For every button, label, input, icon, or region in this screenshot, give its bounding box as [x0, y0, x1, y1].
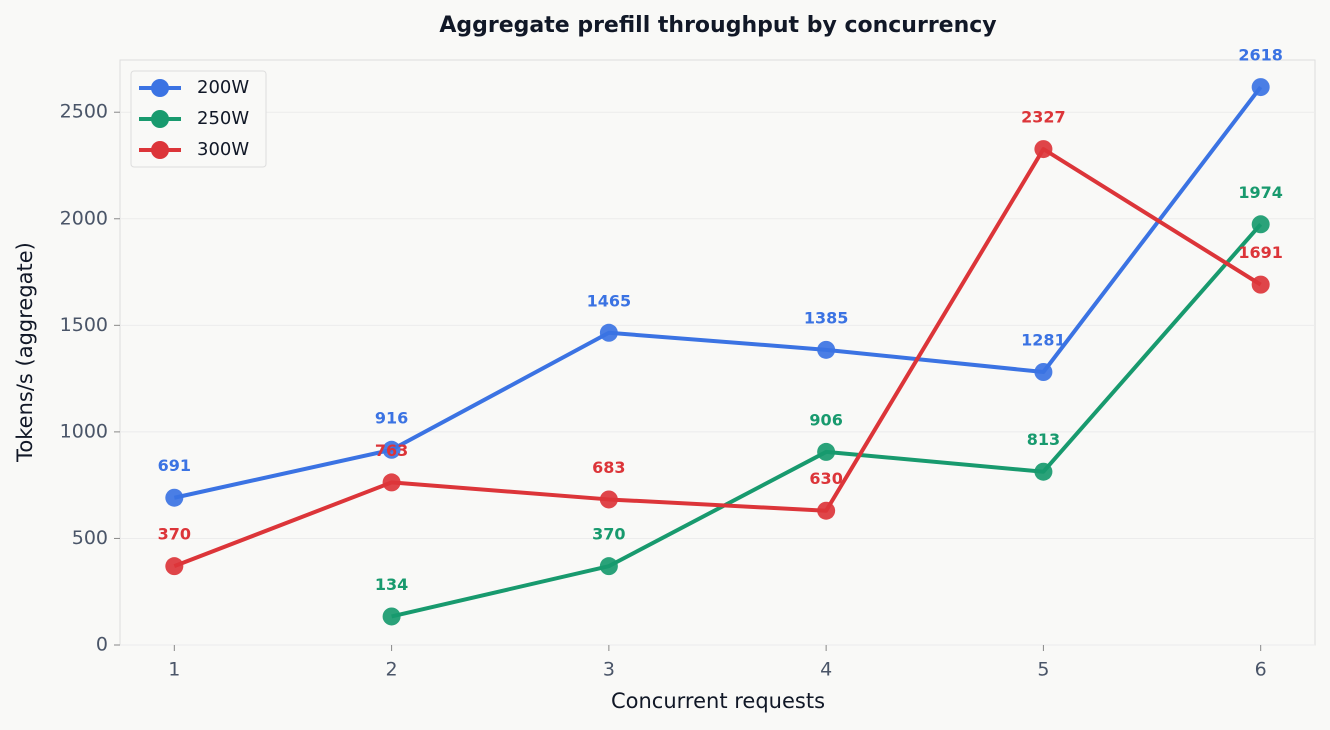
- data-point: [382, 473, 401, 492]
- data-point: [599, 557, 618, 576]
- data-point: [382, 440, 401, 459]
- data-point: [817, 501, 836, 520]
- data-label: 370: [158, 525, 191, 544]
- y-tick-label: 1000: [60, 420, 108, 442]
- data-label: 906: [809, 410, 842, 429]
- data-label: 1281: [1021, 331, 1066, 350]
- data-label: 691: [158, 456, 191, 475]
- data-point: [382, 607, 401, 626]
- legend-marker: [151, 141, 169, 159]
- x-tick-label: 3: [603, 659, 615, 681]
- x-axis-label: Concurrent requests: [611, 689, 825, 713]
- x-tick-label: 4: [820, 659, 832, 681]
- legend-label: 300W: [197, 139, 249, 160]
- x-tick-label: 6: [1255, 659, 1267, 681]
- data-label: 813: [1027, 430, 1060, 449]
- y-tick-label: 500: [72, 527, 108, 549]
- data-label: 1385: [804, 308, 849, 327]
- data-point: [599, 323, 618, 342]
- data-point: [165, 488, 184, 507]
- data-point: [1251, 78, 1270, 97]
- data-label: 630: [809, 469, 842, 488]
- data-label: 370: [592, 525, 625, 544]
- legend-marker: [151, 110, 169, 128]
- data-label: 1974: [1238, 183, 1283, 202]
- y-tick-label: 2500: [60, 101, 108, 123]
- legend-label: 200W: [197, 77, 249, 98]
- x-tick-label: 1: [168, 659, 180, 681]
- chart-title: Aggregate prefill throughput by concurre…: [439, 13, 996, 38]
- plot-area: [119, 59, 1316, 646]
- data-point: [1251, 215, 1270, 234]
- data-point: [165, 557, 184, 576]
- data-label: 2618: [1238, 46, 1283, 65]
- data-label: 1691: [1238, 243, 1283, 262]
- y-tick-label: 2000: [60, 207, 108, 229]
- series-line: [173, 147, 1262, 569]
- data-label: 1465: [587, 291, 632, 310]
- y-axis-label: Tokens/s (aggregate): [13, 242, 37, 463]
- x-tick-label: 5: [1037, 659, 1049, 681]
- data-point: [1034, 140, 1053, 159]
- data-label: 134: [375, 575, 408, 594]
- data-point: [817, 442, 836, 461]
- data-label: 2327: [1021, 108, 1066, 127]
- data-point: [599, 490, 618, 509]
- data-label: 683: [592, 458, 625, 477]
- series-line: [173, 85, 1263, 500]
- data-point: [817, 340, 836, 359]
- legend-label: 250W: [197, 108, 249, 129]
- data-point: [1251, 275, 1270, 294]
- data-point: [1034, 462, 1053, 481]
- y-tick-label: 1500: [60, 314, 108, 336]
- x-tick-label: 2: [386, 659, 398, 681]
- y-tick-label: 0: [96, 634, 108, 656]
- data-label: 916: [375, 408, 408, 427]
- legend-marker: [151, 79, 169, 97]
- data-label: 763: [375, 441, 408, 460]
- data-point: [1034, 363, 1053, 381]
